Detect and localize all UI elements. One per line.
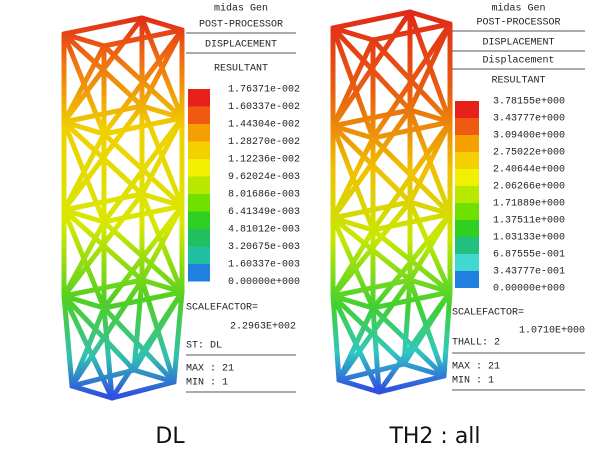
legend-label: 1.60337e-002 — [228, 102, 300, 113]
legend-swatch — [455, 186, 479, 203]
legend-label: 4.81012e-003 — [228, 225, 300, 236]
caption: DL — [155, 424, 185, 449]
legend-swatch — [188, 229, 210, 247]
legend-swatch — [455, 101, 479, 118]
scale-factor-label: SCALEFACTOR= — [186, 303, 258, 314]
structure — [333, 12, 450, 392]
legend-label: 2.75022e+000 — [493, 148, 565, 159]
legend-label: 8.01686e-003 — [228, 190, 300, 201]
legend-swatch — [455, 118, 479, 135]
scale-factor-label: SCALEFACTOR= — [452, 308, 524, 319]
legend-swatch — [188, 264, 210, 282]
legend-label: 3.78155e+000 — [493, 97, 565, 108]
legend-label: 1.71889e+000 — [493, 199, 565, 210]
min-text: MIN : 1 — [186, 378, 228, 389]
legend-label: 3.09400e+000 — [493, 131, 565, 142]
section-text: DISPLACEMENT — [205, 40, 277, 51]
header-text: midas Gen — [214, 3, 268, 15]
header-text: POST-PROCESSOR — [199, 20, 283, 31]
legend-label: 1.37511e+000 — [493, 216, 565, 227]
legend-swatch — [455, 237, 479, 254]
info-text: THALL: 2 — [452, 338, 500, 349]
legend-label: 6.87555e-001 — [493, 250, 565, 261]
scale-factor: 2.2963E+002 — [230, 322, 296, 333]
legend-swatch — [188, 194, 210, 212]
legend-label: 1.03133e+000 — [493, 233, 565, 244]
legend-swatch — [188, 247, 210, 265]
legend-label: 2.40644e+000 — [493, 165, 565, 176]
legend-swatch — [188, 142, 210, 160]
legend-swatch — [455, 135, 479, 152]
legend-label: 0.00000e+000 — [228, 277, 300, 288]
legend-swatch — [455, 254, 479, 271]
caption: TH2 : all — [388, 424, 480, 449]
component-text: RESULTANT — [214, 64, 268, 75]
scale-factor: 1.0710E+000 — [519, 326, 585, 337]
legend-label: 3.20675e-003 — [228, 242, 300, 253]
legend-label: 9.62024e-003 — [228, 172, 300, 183]
legend-label: 1.76371e-002 — [228, 85, 300, 96]
max-text: MAX : 21 — [452, 362, 500, 373]
legend-swatch — [188, 89, 210, 107]
legend-label: 1.12236e-002 — [228, 155, 300, 166]
legend-swatch — [455, 152, 479, 169]
legend-swatch — [455, 203, 479, 220]
max-text: MAX : 21 — [186, 364, 234, 375]
legend-label: 6.41349e-003 — [228, 207, 300, 218]
legend-swatch — [455, 271, 479, 288]
section-text: Displacement — [482, 55, 554, 67]
legend-swatch — [188, 107, 210, 125]
legend-label: 1.44304e-002 — [228, 120, 300, 131]
legend-swatch — [188, 177, 210, 195]
legend-swatch — [455, 169, 479, 186]
header-text: POST-PROCESSOR — [476, 18, 560, 29]
section-text: DISPLACEMENT — [482, 38, 554, 49]
figure: midas Gen POST-PROCESSOR DISPLACEMENT RESUL… — [0, 0, 591, 458]
legend-swatch — [455, 220, 479, 237]
legend-label: 3.43777e+000 — [493, 114, 565, 125]
legend-label: 1.60337e-003 — [228, 260, 300, 271]
header-text: midas Gen — [491, 3, 545, 15]
legend-swatch — [188, 159, 210, 177]
legend-swatch — [188, 124, 210, 142]
legend-label: 0.00000e+000 — [493, 284, 565, 295]
legend-label: 2.06266e+000 — [493, 182, 565, 193]
legend-label: 3.43777e-001 — [493, 267, 565, 278]
legend-label: 1.28270e-002 — [228, 137, 300, 148]
component-text: RESULTANT — [491, 76, 545, 87]
min-text: MIN : 1 — [452, 376, 494, 387]
structure — [64, 18, 182, 398]
legend-swatch — [188, 212, 210, 230]
info-text: ST: DL — [186, 341, 222, 352]
